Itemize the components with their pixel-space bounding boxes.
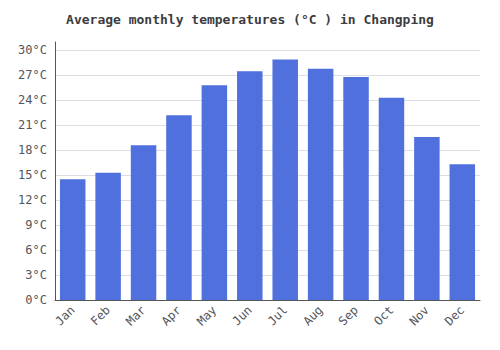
svg-text:18°C: 18°C <box>18 143 47 157</box>
svg-text:24°C: 24°C <box>18 93 47 107</box>
svg-text:30°C: 30°C <box>18 43 47 57</box>
svg-text:9°C: 9°C <box>25 218 47 232</box>
svg-text:Jan: Jan <box>52 303 77 328</box>
svg-text:Nov: Nov <box>407 303 432 328</box>
svg-text:May: May <box>194 303 219 328</box>
svg-text:15°C: 15°C <box>18 168 47 182</box>
svg-text:0°C: 0°C <box>25 293 47 307</box>
svg-text:Jun: Jun <box>230 303 255 328</box>
svg-text:Feb: Feb <box>88 303 113 328</box>
svg-text:Mar: Mar <box>123 303 148 328</box>
svg-text:Oct: Oct <box>371 303 396 328</box>
svg-text:21°C: 21°C <box>18 118 47 132</box>
svg-text:3°C: 3°C <box>25 268 47 282</box>
svg-text:Sep: Sep <box>336 303 361 328</box>
svg-text:Average monthly temperatures (: Average monthly temperatures (°C ) in Ch… <box>66 12 434 27</box>
svg-text:27°C: 27°C <box>18 68 47 82</box>
svg-text:12°C: 12°C <box>18 193 47 207</box>
svg-text:Jul: Jul <box>265 303 290 328</box>
svg-text:Dec: Dec <box>442 303 467 328</box>
svg-text:Apr: Apr <box>159 303 184 328</box>
svg-text:6°C: 6°C <box>25 243 47 257</box>
svg-text:Aug: Aug <box>300 303 325 328</box>
